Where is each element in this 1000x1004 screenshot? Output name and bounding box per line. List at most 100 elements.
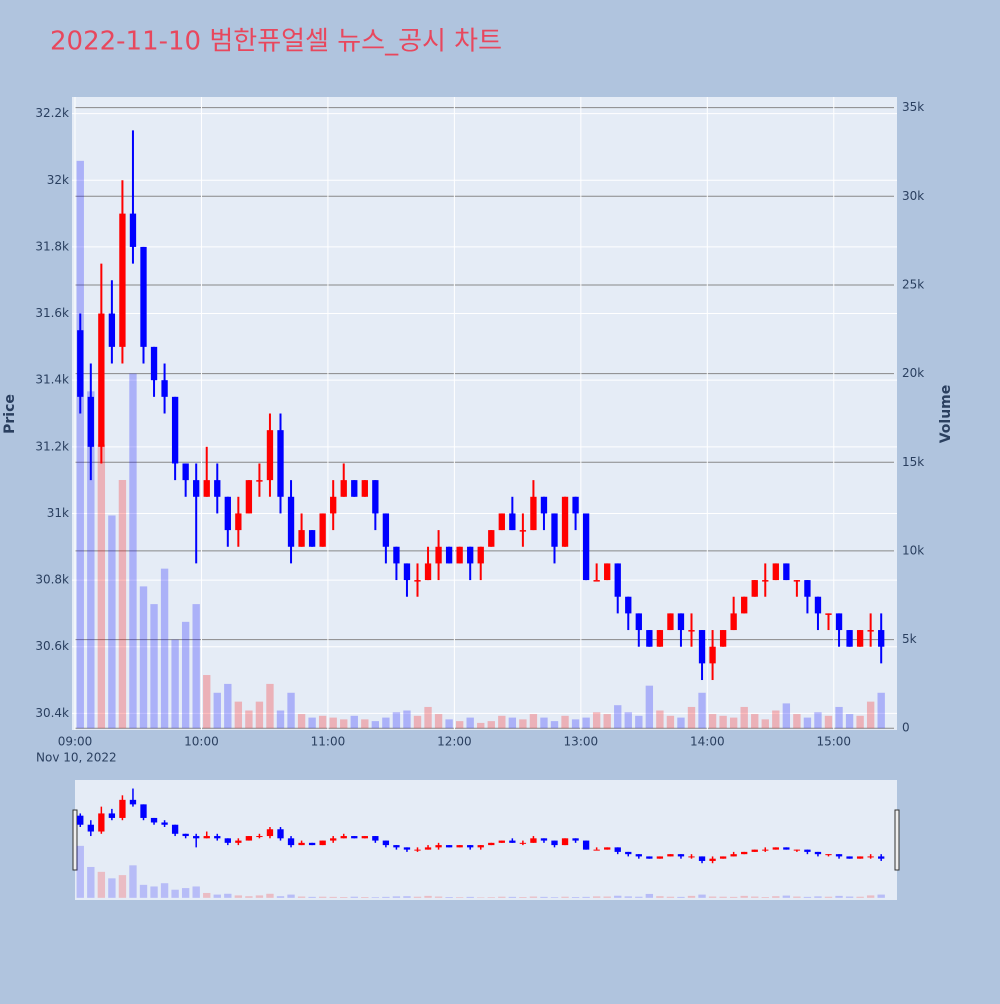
- candle-body: [467, 547, 473, 564]
- mini-candle-body: [773, 847, 779, 849]
- mini-candle-body: [530, 838, 536, 843]
- volume-bar: [878, 693, 885, 728]
- mini-volume-bar: [635, 897, 642, 898]
- volume-bar: [214, 693, 221, 728]
- mini-candle-body: [657, 856, 663, 858]
- mini-candle-body: [88, 825, 94, 832]
- mini-candle-body: [741, 852, 747, 854]
- mini-volume-bar: [98, 872, 105, 898]
- x-tick-label: 10:00: [184, 735, 219, 749]
- volume-bar: [203, 675, 210, 728]
- mini-volume-bar: [498, 897, 505, 898]
- volume-bar: [540, 718, 547, 729]
- mini-volume-bar: [161, 883, 168, 898]
- mini-candle-body: [151, 818, 157, 823]
- volume-bar: [762, 719, 769, 728]
- candle-body: [593, 580, 599, 582]
- mini-volume-bar: [783, 896, 790, 898]
- mini-volume-bar: [814, 896, 821, 897]
- mini-volume-bar: [424, 896, 431, 898]
- volume-bar: [235, 702, 242, 729]
- y2-axis-title: Volume: [938, 385, 954, 444]
- candle-body: [330, 497, 336, 514]
- mini-candle-body: [214, 836, 220, 838]
- mini-volume-bar: [519, 897, 526, 898]
- candle-body: [836, 613, 842, 630]
- candle-body: [256, 480, 262, 482]
- candle-body: [161, 380, 167, 397]
- volume-bar: [393, 712, 400, 728]
- mini-candle-body: [509, 841, 515, 843]
- x-tick-label: 14:00: [690, 735, 725, 749]
- mini-volume-bar: [741, 896, 748, 898]
- candle-body: [752, 580, 758, 597]
- mini-volume-bar: [445, 897, 452, 898]
- volume-bar: [119, 480, 126, 728]
- y-tick-label: 31.6k: [35, 306, 69, 320]
- volume-bar: [456, 721, 463, 728]
- candle-body: [425, 563, 431, 580]
- candle-body: [794, 580, 800, 582]
- volume-bar: [635, 716, 642, 728]
- mini-volume-bar: [435, 897, 442, 898]
- mini-candle-body: [604, 847, 610, 849]
- candle-body: [562, 497, 568, 547]
- candle-body: [488, 530, 494, 547]
- range-handle[interactable]: [895, 810, 899, 870]
- mini-candle-body: [267, 829, 273, 836]
- candle-body: [572, 497, 578, 514]
- candle-body: [393, 547, 399, 564]
- candle-body: [762, 580, 768, 582]
- mini-volume-bar: [572, 897, 579, 898]
- mini-volume-bar: [224, 894, 231, 898]
- candle-body: [193, 480, 199, 497]
- mini-volume-bar: [751, 897, 758, 898]
- mini-volume-bar: [698, 895, 705, 898]
- mini-volume-bar: [793, 897, 800, 898]
- volume-bar: [182, 622, 189, 728]
- candle-body: [235, 513, 241, 530]
- mini-volume-bar: [604, 897, 611, 898]
- mini-candle-body: [762, 850, 768, 851]
- candle-body: [277, 430, 283, 497]
- mini-candle-body: [351, 836, 357, 838]
- mini-candle-body: [551, 841, 557, 846]
- volume-bar: [330, 718, 337, 729]
- volume-bar: [593, 712, 600, 728]
- volume-bar: [614, 705, 621, 728]
- mini-volume-bar: [730, 897, 737, 898]
- candle-body: [699, 630, 705, 663]
- mini-candle-body: [330, 838, 336, 840]
- mini-candle-body: [583, 841, 589, 850]
- candle-body: [77, 330, 83, 397]
- candle-body: [341, 480, 347, 497]
- candle-body: [646, 630, 652, 647]
- candle-body: [857, 630, 863, 647]
- mini-volume-bar: [677, 897, 684, 898]
- volume-bar: [667, 716, 674, 728]
- candle-body: [204, 480, 210, 497]
- mini-candle-body: [130, 800, 136, 805]
- mini-candle-body: [204, 836, 210, 838]
- chart-title: 2022-11-10 범한퓨얼셀 뉴스_공시 차트: [50, 27, 502, 57]
- candle-body: [615, 563, 621, 596]
- candle-body: [815, 597, 821, 614]
- mini-volume-bar: [245, 896, 252, 898]
- candle-body: [140, 247, 146, 347]
- volume-bar: [846, 714, 853, 728]
- volume-bar: [372, 721, 379, 728]
- mini-candle-body: [646, 856, 652, 858]
- mini-candle-body: [857, 856, 863, 858]
- candle-body: [541, 497, 547, 514]
- range-handle[interactable]: [73, 810, 77, 870]
- volume-bar: [783, 703, 790, 728]
- mini-volume-bar: [825, 897, 832, 898]
- range-slider[interactable]: [75, 780, 897, 900]
- volume-bar: [867, 702, 874, 729]
- mini-candle-body: [730, 854, 736, 856]
- candle-body: [404, 563, 410, 580]
- candle-body: [804, 580, 810, 597]
- candle-body: [604, 563, 610, 580]
- volume-bar: [572, 719, 579, 728]
- candle-body: [657, 630, 663, 647]
